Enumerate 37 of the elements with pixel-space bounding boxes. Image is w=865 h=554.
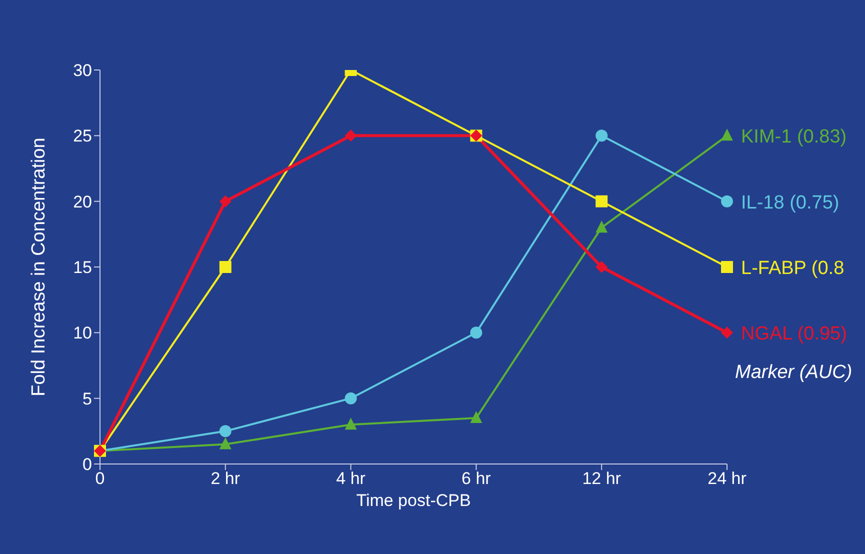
point <box>721 261 733 273</box>
series-label: KIM-1 (0.83) <box>741 126 847 148</box>
point <box>596 130 608 142</box>
point <box>470 326 482 339</box>
y-tick-label: 25 <box>73 126 92 146</box>
y-tick-label: 20 <box>73 192 92 212</box>
point <box>344 130 357 142</box>
point <box>596 195 608 208</box>
x-tick-label: 12 hr <box>582 469 622 488</box>
y-tick-label: 0 <box>82 455 92 474</box>
point <box>596 220 608 233</box>
point <box>219 195 232 208</box>
point <box>219 261 232 273</box>
x-tick-label: 24 hr <box>708 469 747 488</box>
series-label: L-FABP (0.8 <box>741 258 844 279</box>
series-label: NGAL (0.95) <box>741 324 847 345</box>
point <box>721 326 733 339</box>
x-axis-title: Time post-CPB <box>356 491 471 510</box>
y-axis-title: Fold Increase in Concentration <box>28 138 50 396</box>
point <box>596 261 608 273</box>
point <box>721 128 733 141</box>
point <box>470 411 482 424</box>
text: Marker (AUC) <box>735 362 852 384</box>
x-tick-label: 2 hr <box>210 469 240 488</box>
x-tick-label: 6 hr <box>462 469 492 488</box>
y-tick-label: 15 <box>73 258 92 278</box>
y-tick-label: 5 <box>82 389 92 408</box>
point <box>344 392 357 404</box>
series-label: IL-18 (0.75) <box>741 192 840 214</box>
point <box>219 437 232 450</box>
x-tick-label: 4 hr <box>336 469 366 488</box>
x-tick-label: 0 <box>95 469 105 488</box>
point <box>344 418 357 430</box>
y-tick-label: 30 <box>73 61 92 80</box>
y-tick-label: 10 <box>73 324 92 343</box>
point <box>219 425 232 438</box>
point <box>721 195 733 208</box>
